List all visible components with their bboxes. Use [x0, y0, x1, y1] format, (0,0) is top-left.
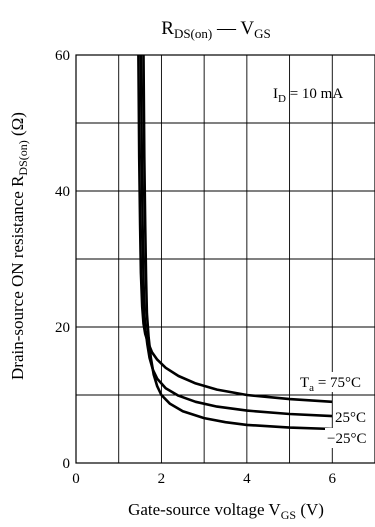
x-axis-title-sub: GS — [281, 508, 296, 522]
series-label-75c-sub: a — [309, 382, 314, 394]
series-label-m25c-bg — [325, 428, 373, 448]
series-curves — [137, 54, 333, 431]
chart-title-main-sub: DS(on) — [174, 26, 212, 41]
series-label-75c: Ta = 75°C — [300, 375, 361, 394]
y-tick-label: 0 — [63, 456, 71, 472]
x-tick-label: 0 — [72, 471, 80, 487]
series-label-75c-value: = 75°C — [314, 375, 361, 391]
series-label-75c-bg — [298, 372, 372, 392]
series-line-2 — [142, 54, 333, 431]
x-tick-label: 2 — [158, 471, 166, 487]
x-tick-labels: 0 2 4 6 — [72, 471, 336, 487]
y-axis-title-main: Drain-source ON resistance R — [8, 175, 27, 380]
grid-lines — [76, 55, 375, 463]
x-axis-title: Gate-source voltage VGS (V) — [128, 500, 324, 522]
y-tick-label: 40 — [55, 184, 70, 200]
chart-title: RDS(on) — VGS — [161, 18, 270, 41]
y-tick-labels: 0 20 40 60 — [55, 48, 70, 472]
series-line-0 — [137, 54, 333, 404]
condition-value: = 10 mA — [286, 86, 343, 102]
chart-title-main: R — [161, 18, 174, 39]
x-tick-label: 4 — [243, 471, 251, 487]
x-axis-title-main: Gate-source voltage V — [128, 500, 281, 519]
series-label-75c-main: T — [300, 375, 309, 391]
series-label-25c-bg — [333, 407, 373, 427]
chart-title-dash: — V — [212, 18, 254, 39]
y-tick-label: 20 — [55, 320, 70, 336]
condition-main: I — [273, 86, 278, 102]
series-label-25c: 25°C — [335, 410, 366, 426]
y-axis-title: Drain-source ON resistance RDS(on) (Ω) — [8, 112, 30, 380]
x-axis-title-unit: (V) — [296, 500, 324, 519]
y-axis-title-sub: DS(on) — [16, 140, 30, 175]
y-axis-title-unit: (Ω) — [8, 112, 27, 140]
series-line-1 — [139, 54, 333, 418]
plot-frame — [75, 54, 375, 464]
x-tick-label: 6 — [329, 471, 337, 487]
chart-title-dash-sub: GS — [254, 26, 271, 41]
y-tick-label: 60 — [55, 48, 70, 64]
condition-label: ID = 10 mA — [273, 86, 343, 105]
series-label-minus25c: −25°C — [327, 431, 366, 447]
condition-sub: D — [278, 93, 286, 105]
